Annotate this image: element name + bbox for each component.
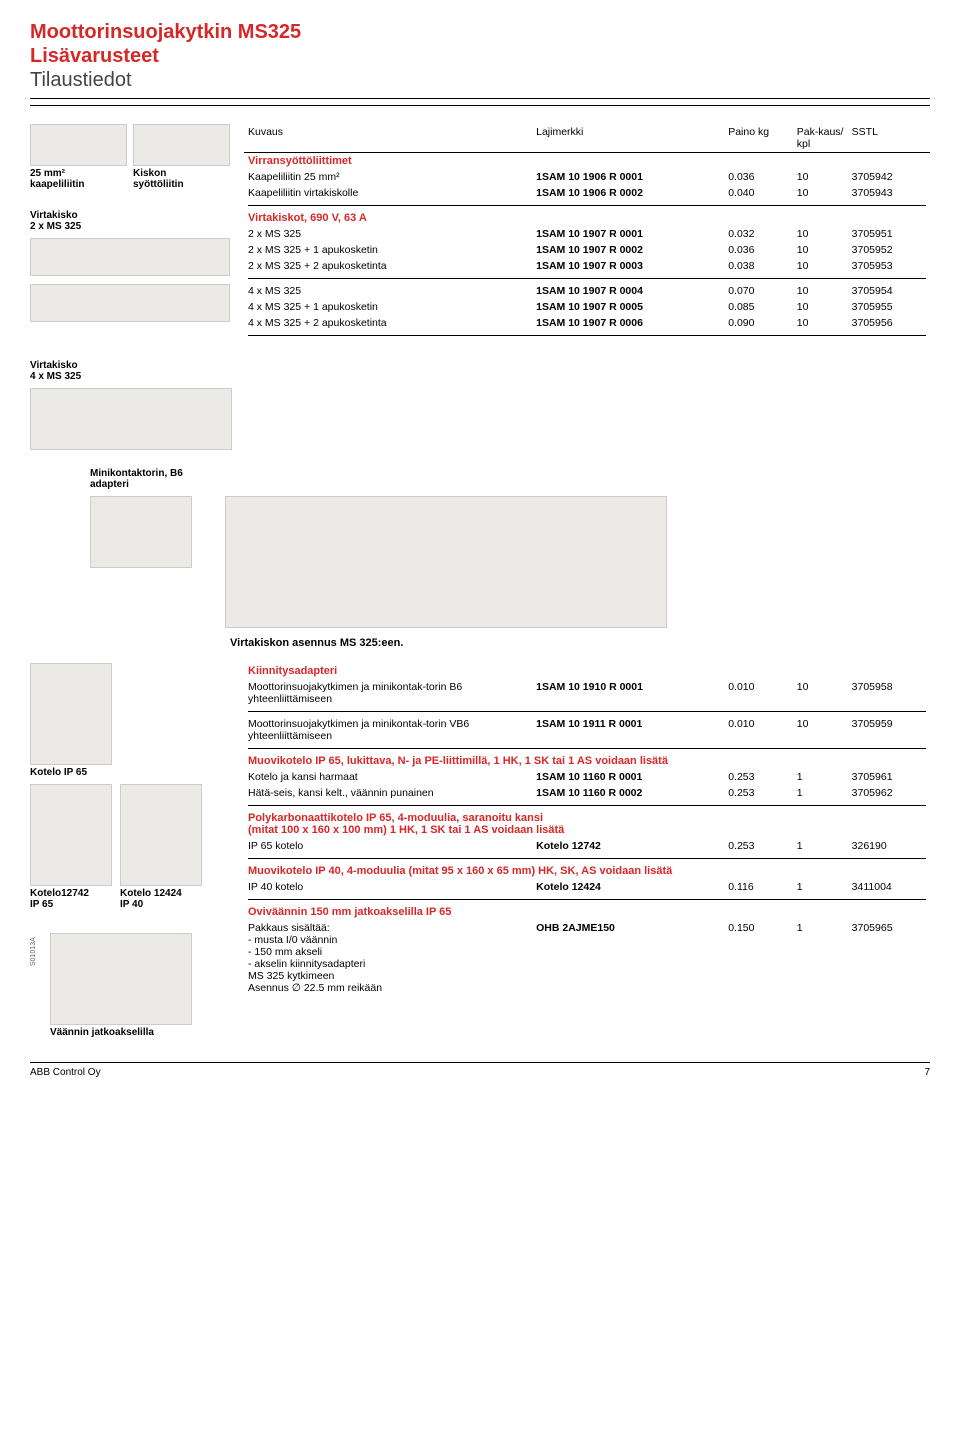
hdr-pakkaus: Pak-kaus/ kpl bbox=[793, 124, 848, 153]
kotelo12742-image bbox=[30, 784, 112, 886]
virtakisko2-image bbox=[30, 238, 230, 276]
lower-block: Kotelo IP 65 Kotelo12742 IP 65 Kotelo 12… bbox=[30, 663, 930, 1044]
kotelo-ip65-image bbox=[30, 663, 112, 765]
virtakisko2-label: Virtakisko 2 x MS 325 bbox=[30, 210, 230, 232]
minikontaktorin-image bbox=[90, 496, 192, 568]
table-row: IP 40 kotelo Kotelo 12424 0.116 1 341100… bbox=[244, 879, 930, 895]
kaapeliliitin-image bbox=[30, 124, 127, 166]
upper-left-col: 25 mm² kaapeliliitin Kiskon syöttöliitin… bbox=[30, 124, 230, 340]
kiskon-label: Kiskon syöttöliitin bbox=[133, 168, 230, 190]
title-line1: Moottorinsuojakytkin MS325 bbox=[30, 20, 930, 44]
table-row: Pakkaus sisältää: - musta I/0 väännin - … bbox=[244, 920, 930, 996]
vaannin-image bbox=[50, 933, 192, 1025]
upper-block: 25 mm² kaapeliliitin Kiskon syöttöliitin… bbox=[30, 124, 930, 340]
lsec1-heading: Kiinnitysadapteri bbox=[244, 663, 930, 679]
lsec2-heading: Muovikotelo IP 65, lukittava, N- ja PE-l… bbox=[244, 753, 930, 769]
page-footer: ABB Control Oy 7 bbox=[30, 1062, 930, 1078]
upper-right-col: Kuvaus Lajimerkki Paino kg Pak-kaus/ kpl… bbox=[244, 124, 930, 340]
table-row: Kaapeliliitin 25 mm² 1SAM 10 1906 R 0001… bbox=[244, 169, 930, 185]
busbar-caption: Virtakiskon asennus MS 325:een. bbox=[230, 637, 930, 649]
table-row: 2 x MS 325 1SAM 10 1907 R 0001 0.032 10 … bbox=[244, 226, 930, 242]
table-row: IP 65 kotelo Kotelo 12742 0.253 1 326190 bbox=[244, 838, 930, 854]
table-row: Kotelo ja kansi harmaat 1SAM 10 1160 R 0… bbox=[244, 769, 930, 785]
lower-left-col: Kotelo IP 65 Kotelo12742 IP 65 Kotelo 12… bbox=[30, 663, 230, 1044]
sec1-heading: Virransyöttöliittimet bbox=[244, 153, 930, 170]
hdr-kuvaus: Kuvaus bbox=[244, 124, 532, 153]
table-row: Moottorinsuojakytkimen ja minikontak-tor… bbox=[244, 679, 930, 707]
table-row: 4 x MS 325 + 2 apukosketinta 1SAM 10 190… bbox=[244, 315, 930, 331]
title-rule-1 bbox=[30, 98, 930, 99]
top-table-header: Kuvaus Lajimerkki Paino kg Pak-kaus/ kpl… bbox=[244, 124, 930, 153]
vaannin-label: Väännin jatkoakselilla bbox=[50, 1027, 230, 1038]
virtakisko4-image bbox=[30, 388, 232, 450]
minikontaktorin-label: Minikontaktorin, B6 adapteri bbox=[90, 468, 930, 490]
lower-right-col: Kiinnitysadapteri Moottorinsuojakytkimen… bbox=[244, 663, 930, 1044]
sidecode: S01013A bbox=[30, 766, 37, 966]
middle-block: Virtakisko 4 x MS 325 Minikontaktorin, B… bbox=[30, 360, 930, 649]
kotelo-ip65-label: Kotelo IP 65 bbox=[30, 767, 230, 778]
table-row: Hätä-seis, kansi kelt., väännin punainen… bbox=[244, 785, 930, 801]
lower-table: Kiinnitysadapteri Moottorinsuojakytkimen… bbox=[244, 663, 930, 996]
table-row: 2 x MS 325 + 1 apukosketin 1SAM 10 1907 … bbox=[244, 242, 930, 258]
lsec4-heading: Muovikotelo IP 40, 4-moduulia (mitat 95 … bbox=[244, 863, 930, 879]
kotelo12424-label: Kotelo 12424 IP 40 bbox=[120, 888, 202, 910]
hdr-sstl: SSTL bbox=[848, 124, 930, 153]
title-line2: Lisävarusteet bbox=[30, 44, 930, 68]
hdr-paino: Paino kg bbox=[724, 124, 793, 153]
kiskon-image bbox=[133, 124, 230, 166]
hdr-laji: Lajimerkki bbox=[532, 124, 724, 153]
footer-right: 7 bbox=[924, 1067, 930, 1078]
lsec5-heading: Oviväännin 150 mm jatkoakselilla IP 65 bbox=[244, 904, 930, 920]
sec2-heading: Virtakiskot, 690 V, 63 A bbox=[244, 210, 930, 226]
table-row: 2 x MS 325 + 2 apukosketinta 1SAM 10 190… bbox=[244, 258, 930, 274]
table-row: Moottorinsuojakytkimen ja minikontak-tor… bbox=[244, 716, 930, 744]
table-row: 4 x MS 325 + 1 apukosketin 1SAM 10 1907 … bbox=[244, 299, 930, 315]
virtakisko4-label: Virtakisko 4 x MS 325 bbox=[30, 360, 930, 382]
table-row: Kaapeliliitin virtakiskolle 1SAM 10 1906… bbox=[244, 185, 930, 201]
footer-left: ABB Control Oy bbox=[30, 1067, 101, 1078]
title-rule-2 bbox=[30, 105, 930, 106]
kotelo12424-image bbox=[120, 784, 202, 886]
top-table: Kuvaus Lajimerkki Paino kg Pak-kaus/ kpl… bbox=[244, 124, 930, 340]
lsec3-heading: Polykarbonaattikotelo IP 65, 4-moduulia,… bbox=[244, 810, 930, 838]
table-row: 4 x MS 325 1SAM 10 1907 R 0004 0.070 10 … bbox=[244, 283, 930, 299]
virtakisko-bus-image bbox=[30, 284, 230, 322]
kaapeliliitin-label: 25 mm² kaapeliliitin bbox=[30, 168, 127, 190]
title-line3: Tilaustiedot bbox=[30, 68, 930, 92]
page-title-block: Moottorinsuojakytkin MS325 Lisävarusteet… bbox=[30, 20, 930, 106]
kotelo12742-label: Kotelo12742 IP 65 bbox=[30, 888, 112, 910]
busbar-install-image bbox=[225, 496, 667, 628]
